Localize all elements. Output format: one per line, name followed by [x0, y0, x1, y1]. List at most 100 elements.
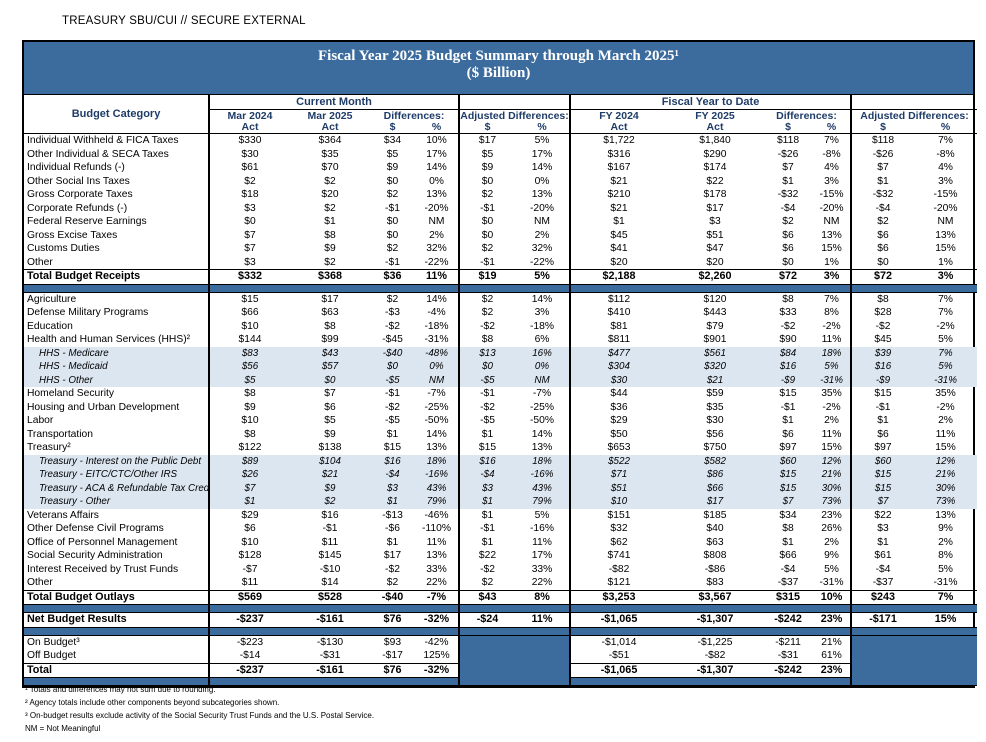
cell: -$237 [209, 612, 290, 627]
cell: $2 [324, 175, 336, 187]
cell: $7 [782, 162, 794, 173]
cell: $6 [782, 229, 794, 241]
section-divider [24, 604, 978, 613]
cell: -$5 [370, 373, 415, 387]
footnote-1: ¹ Totals and differences may not sum due… [25, 685, 216, 694]
cell: -$9 [763, 373, 814, 387]
cell: $1,722 [603, 135, 635, 146]
cell: -25% [515, 400, 572, 414]
cell: -$1 [385, 256, 400, 268]
cell: $89 [209, 454, 290, 468]
row-label: Transportation [24, 427, 210, 441]
cell: 8% [938, 550, 953, 561]
cell: -8% [813, 147, 853, 161]
cell: -16% [415, 468, 461, 482]
cell: -$13 [382, 509, 403, 521]
cell: $3 [459, 481, 516, 495]
cell: $1 [877, 415, 889, 426]
cell: -$37 [777, 577, 799, 588]
row-label: Corporate Refunds (-) [24, 201, 210, 215]
cell: -$24 [459, 612, 516, 627]
cell: -8% [936, 148, 955, 160]
cell: $0 [877, 256, 889, 268]
cell: 43% [515, 481, 572, 495]
cell: 5% [515, 133, 572, 148]
cell: $6 [244, 523, 256, 534]
cell: 3% [914, 269, 978, 284]
cell: $5 [324, 415, 336, 426]
cell: $5 [481, 148, 494, 160]
cell: -$17 [382, 650, 403, 661]
cell: 0% [415, 360, 461, 374]
cell: $97 [779, 442, 797, 453]
cell: NM [415, 215, 461, 229]
table-row: Treasury - ACA & Refundable Tax Credits $… [24, 481, 978, 495]
cell: -$2 [480, 563, 495, 575]
cell: $5 [209, 373, 290, 387]
cell: $6 [782, 243, 794, 254]
cell: -18% [415, 319, 461, 333]
cell: -$14 [239, 650, 261, 661]
cell: 30% [914, 481, 978, 495]
cell: NM [415, 373, 461, 387]
cell: 11% [515, 612, 572, 627]
cell: $11 [321, 536, 339, 548]
cell: -$1,225 [697, 636, 733, 648]
cell: -50% [515, 414, 572, 428]
cell: 30% [813, 481, 853, 495]
cell: -$223 [236, 636, 264, 648]
cell: $178 [703, 189, 727, 200]
cell: $15 [383, 442, 402, 453]
cell: $2 [324, 256, 336, 268]
cell: $15 [478, 442, 497, 453]
cell: $1 [877, 175, 889, 187]
cell: $51 [570, 481, 668, 495]
cell: $2,188 [570, 269, 668, 284]
cell: -$2 [480, 401, 495, 413]
cell: -7% [415, 589, 461, 605]
cell: -31% [914, 373, 978, 387]
col-header-mar-2025: Mar 2025 [307, 110, 353, 122]
cell: -$5 [459, 373, 516, 387]
cell: $51 [706, 229, 724, 241]
cell: $36 [370, 269, 415, 284]
cell: $71 [570, 468, 668, 482]
cell: 11% [415, 269, 461, 284]
cell: 73% [914, 495, 978, 509]
cell: -$2 [385, 563, 400, 575]
cell: $10 [241, 536, 259, 548]
cell: -$211 [775, 636, 801, 648]
cell: $13 [459, 346, 516, 360]
row-label: Defense Military Programs [24, 306, 210, 320]
cell: 12% [813, 454, 853, 468]
cell: -110% [415, 522, 461, 536]
cell: $2 [481, 243, 494, 254]
cell: NM [515, 373, 572, 387]
section-divider [24, 677, 978, 686]
cell: $6 [877, 428, 889, 440]
cell: -$2 [385, 320, 400, 332]
table-row: Total Budget Receipts $332 $368 $36 11% $19 5%… [24, 269, 978, 284]
row-label: Homeland Security [24, 387, 210, 401]
cell: $8 [877, 293, 889, 305]
cell: $47 [706, 243, 724, 254]
outlays-section: Agriculture $15 $17 $2 14% $2 14% $112 $120 $8 7% $… [24, 292, 978, 605]
cell: -$26 [777, 148, 799, 160]
row-label: Other [24, 576, 210, 590]
cell: $3 [709, 216, 721, 227]
cell: $66 [667, 481, 764, 495]
report-title-units: ($ Billion) [466, 65, 531, 81]
cell: 14% [515, 427, 572, 441]
cell: -$1 [780, 401, 796, 413]
cell: -$1 [480, 523, 495, 534]
cell: 3% [813, 174, 853, 188]
cell: $9 [324, 243, 336, 254]
cell: 7% [914, 346, 978, 360]
cell: 7% [938, 293, 953, 305]
table-row: Federal Reserve Earnings $0 $1 $0 NM $0 NM $1 $3… [24, 215, 977, 229]
row-label: Treasury - Other [24, 495, 210, 509]
row-label: Social Security Administration [24, 549, 210, 563]
cell: $6 [877, 229, 889, 241]
cell: $104 [290, 454, 370, 468]
cell: 2% [415, 228, 461, 242]
